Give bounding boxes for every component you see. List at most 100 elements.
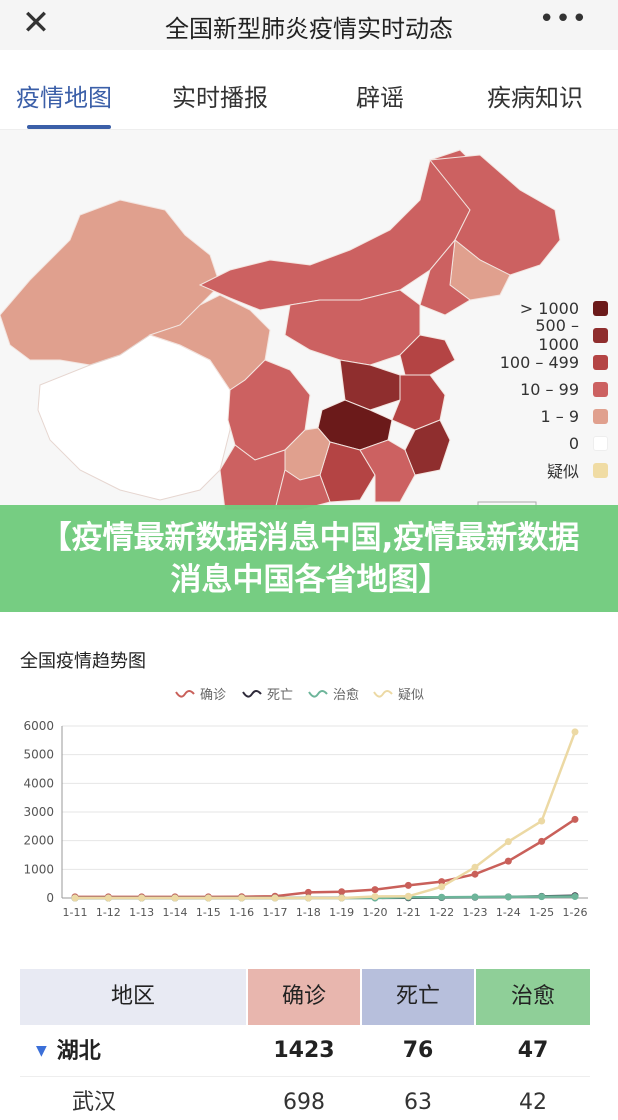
headline-text: 【疫情最新数据消息中国,疫情最新数据消息中国各省地图】 bbox=[40, 520, 580, 598]
data-point bbox=[471, 870, 479, 878]
data-point bbox=[571, 893, 579, 901]
page-title: 全国新型肺炎疫情实时动态 bbox=[165, 15, 453, 43]
y-tick-label: 1000 bbox=[23, 862, 54, 876]
data-point bbox=[438, 883, 446, 891]
confirmed-cell: 1423 bbox=[273, 1038, 335, 1063]
tab-bar: 疫情地图 实时播报 辟谣 疾病知识 bbox=[0, 60, 618, 130]
legend-swatch bbox=[593, 408, 608, 424]
tab-live-broadcast[interactable]: 实时播报 bbox=[172, 84, 268, 112]
legend-swatch bbox=[593, 435, 608, 451]
legend-line-icon bbox=[308, 689, 328, 698]
column-header-cured[interactable]: 治愈 bbox=[476, 969, 590, 1025]
column-header-region[interactable]: 地区 bbox=[20, 969, 246, 1025]
x-tick-label: 1-11 bbox=[63, 906, 88, 919]
table-header: 地区 确诊 死亡 治愈 bbox=[20, 969, 590, 1025]
map-region-northeast bbox=[429, 154, 561, 276]
series-line bbox=[75, 818, 576, 899]
more-icon[interactable]: ••• bbox=[538, 4, 588, 34]
column-header-dead[interactable]: 死亡 bbox=[362, 969, 474, 1025]
y-tick-label: 3000 bbox=[23, 805, 54, 819]
map-region-qinghai bbox=[148, 294, 271, 391]
data-point bbox=[504, 838, 512, 846]
china-map-graphic bbox=[0, 149, 561, 510]
map-region-tibet bbox=[37, 334, 231, 501]
map-region-jiangxi bbox=[359, 439, 416, 503]
chart-title: 全国疫情趋势图 bbox=[20, 651, 146, 672]
trend-chart: 0 1000 2000 3000 4000 5000 6000 1-11 1-12 1-13 1-1… bbox=[23, 719, 588, 919]
cured-cell: 42 bbox=[519, 1090, 547, 1115]
series-line bbox=[75, 731, 577, 900]
legend-item: 500 – 1000 bbox=[493, 316, 608, 354]
data-point bbox=[204, 894, 212, 902]
legend-item: 0 bbox=[493, 432, 608, 454]
table-row[interactable]: ▼ 湖北 1423 76 47 bbox=[20, 1025, 590, 1077]
close-icon[interactable]: ✕ bbox=[21, 3, 51, 43]
data-point bbox=[571, 728, 579, 736]
chart-legend-item[interactable]: 疑似 bbox=[373, 684, 424, 703]
chart-legend-item[interactable]: 死亡 bbox=[242, 684, 293, 703]
expand-arrow-icon[interactable]: ▼ bbox=[36, 1043, 47, 1059]
data-point bbox=[371, 886, 379, 894]
x-tick-label: 1-17 bbox=[263, 906, 288, 919]
table-row[interactable]: 武汉 698 63 42 bbox=[20, 1077, 590, 1120]
x-tick-label: 1-26 bbox=[563, 906, 588, 919]
headline-banner: 【疫情最新数据消息中国,疫情最新数据消息中国各省地图】 bbox=[0, 505, 618, 612]
data-point bbox=[571, 815, 579, 823]
confirmed-cell: 698 bbox=[283, 1090, 325, 1115]
y-tick-label: 6000 bbox=[23, 719, 54, 733]
data-point bbox=[138, 894, 146, 902]
trend-chart-section: 全国疫情趋势图 确诊 死亡 治愈 疑似 0 1000 2000 3000 4000 500… bbox=[0, 612, 618, 962]
legend-line-icon bbox=[175, 689, 195, 698]
tab-epidemic-map[interactable]: 疫情地图 bbox=[16, 84, 112, 112]
data-point bbox=[471, 863, 479, 871]
data-point bbox=[404, 892, 412, 900]
x-tick-label: 1-18 bbox=[296, 906, 321, 919]
tab-rumor-refute[interactable]: 辟谣 bbox=[356, 84, 404, 112]
legend-line-icon bbox=[242, 689, 262, 698]
x-tick-label: 1-22 bbox=[429, 906, 454, 919]
data-point bbox=[504, 857, 512, 865]
data-point bbox=[404, 881, 412, 889]
data-point bbox=[471, 893, 479, 901]
data-point bbox=[238, 894, 246, 902]
legend-item: > 1000 bbox=[493, 297, 608, 319]
cured-cell: 47 bbox=[517, 1038, 549, 1063]
data-point bbox=[304, 894, 312, 902]
x-tick-label: 1-14 bbox=[163, 906, 188, 919]
map-region-south bbox=[274, 469, 331, 510]
data-point bbox=[538, 893, 546, 901]
chart-legend-item[interactable]: 确诊 bbox=[175, 684, 226, 703]
y-tick-label: 5000 bbox=[23, 748, 54, 762]
title-bar: ✕ 全国新型肺炎疫情实时动态 ••• bbox=[0, 0, 618, 50]
dead-cell: 76 bbox=[402, 1038, 434, 1063]
column-header-confirmed[interactable]: 确诊 bbox=[248, 969, 360, 1025]
y-tick-label: 0 bbox=[46, 891, 54, 905]
data-point bbox=[504, 893, 512, 901]
x-tick-label: 1-23 bbox=[463, 906, 488, 919]
chart-legend: 确诊 死亡 治愈 疑似 bbox=[0, 684, 618, 706]
y-tick-label: 4000 bbox=[23, 776, 54, 790]
data-point bbox=[104, 894, 112, 902]
tab-disease-knowledge[interactable]: 疾病知识 bbox=[487, 84, 583, 112]
legend-line-icon bbox=[373, 689, 393, 698]
data-point bbox=[371, 892, 379, 900]
data-point bbox=[438, 878, 446, 886]
legend-swatch bbox=[593, 300, 608, 316]
legend-swatch bbox=[593, 327, 608, 343]
x-tick-label: 1-12 bbox=[96, 906, 121, 919]
x-tick-label: 1-16 bbox=[229, 906, 254, 919]
legend-item: 疑似 bbox=[493, 459, 608, 481]
china-epidemic-map[interactable]: > 1000 500 – 1000 100 – 499 10 – 99 1 – … bbox=[0, 130, 618, 510]
map-region-xinjiang bbox=[0, 199, 221, 366]
data-point bbox=[338, 888, 346, 896]
data-point bbox=[338, 894, 346, 902]
data-point bbox=[71, 894, 79, 902]
data-point bbox=[438, 893, 446, 901]
data-point bbox=[171, 894, 179, 902]
x-tick-label: 1-13 bbox=[129, 906, 154, 919]
y-tick-label: 2000 bbox=[23, 834, 54, 848]
x-tick-label: 1-24 bbox=[496, 906, 521, 919]
legend-item: 1 – 9 bbox=[493, 405, 608, 427]
region-cell: ▼ 湖北 bbox=[36, 1039, 101, 1064]
chart-legend-item[interactable]: 治愈 bbox=[308, 684, 359, 703]
